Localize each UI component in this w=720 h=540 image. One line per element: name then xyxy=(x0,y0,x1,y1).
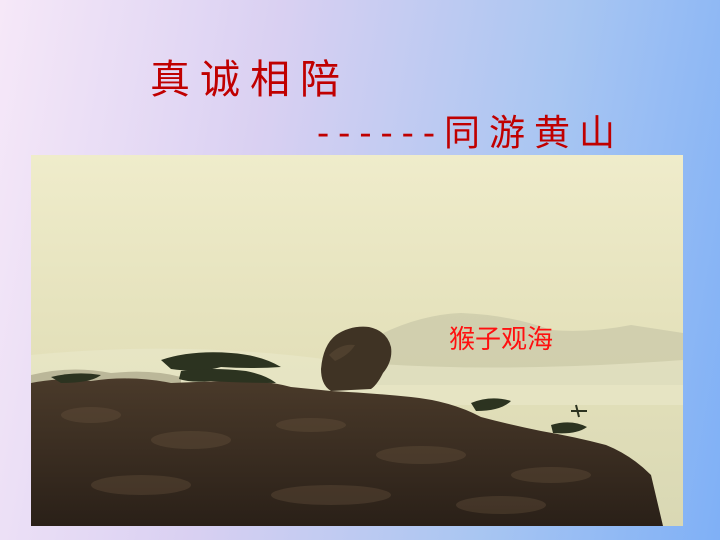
photo-caption: 猴子观海 xyxy=(449,325,554,355)
landscape-photo xyxy=(31,155,683,526)
slide-title: 真诚相陪 xyxy=(150,57,350,103)
photo-illustration xyxy=(31,155,683,526)
rock-ridge xyxy=(31,378,663,526)
monkey-rock xyxy=(321,326,392,391)
slide-subtitle: ------同游黄山 xyxy=(317,113,624,154)
